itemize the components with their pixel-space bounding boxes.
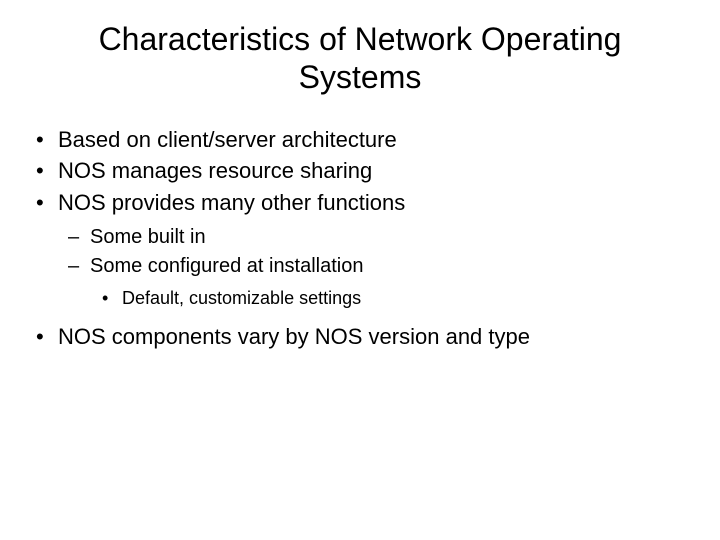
list-item: Default, customizable settings	[30, 286, 690, 310]
list-item: NOS manages resource sharing	[30, 156, 690, 186]
list-item: NOS components vary by NOS version and t…	[30, 322, 690, 352]
list-item: Some configured at installation	[30, 253, 690, 280]
list-item: Some built in	[30, 224, 690, 251]
slide-title: Characteristics of Network Operating Sys…	[30, 20, 690, 97]
list-item: NOS provides many other functions	[30, 188, 690, 218]
list-item: Based on client/server architecture	[30, 125, 690, 155]
bullet-list: Based on client/server architecture NOS …	[30, 125, 690, 352]
